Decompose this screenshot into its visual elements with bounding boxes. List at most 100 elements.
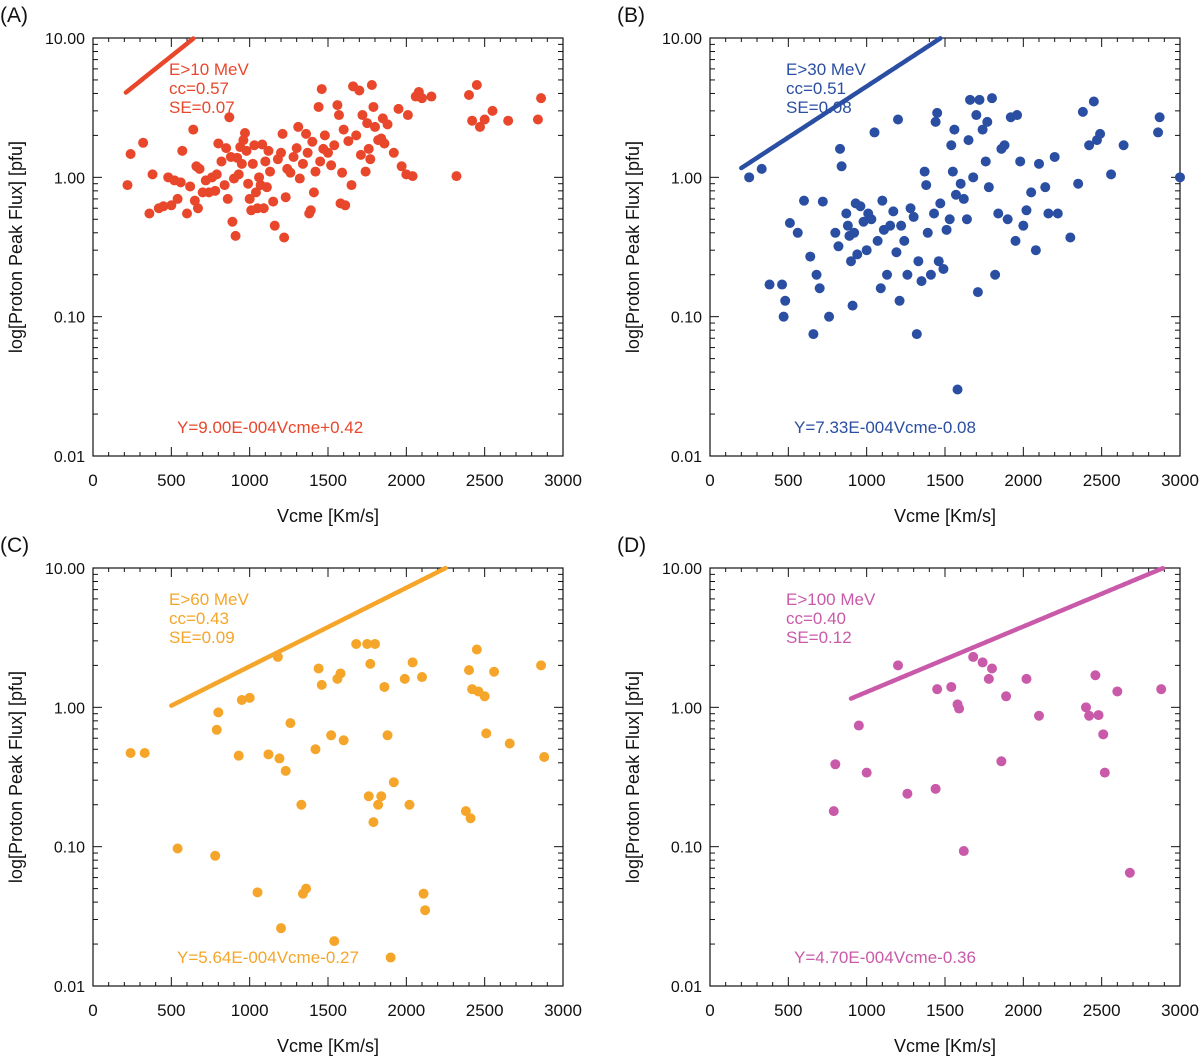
data-point bbox=[919, 166, 930, 177]
data-point bbox=[219, 180, 230, 191]
data-point bbox=[365, 154, 376, 165]
data-point bbox=[363, 143, 374, 154]
data-point bbox=[158, 201, 169, 212]
data-point bbox=[955, 178, 966, 189]
data-point bbox=[808, 329, 819, 340]
data-point bbox=[532, 114, 543, 125]
data-point bbox=[407, 171, 418, 182]
data-point bbox=[233, 750, 244, 761]
data-point bbox=[996, 756, 1007, 767]
data-point bbox=[1124, 867, 1135, 878]
chart-panel-1: (A) 0 500 1000 1500 2000 2500 3000 10.00 1.00 0.10… bbox=[0, 4, 582, 526]
data-point bbox=[332, 100, 343, 111]
data-point bbox=[479, 114, 490, 125]
data-point bbox=[323, 147, 333, 158]
data-point bbox=[279, 232, 290, 243]
data-point bbox=[329, 936, 340, 947]
data-point bbox=[404, 799, 415, 810]
data-point bbox=[182, 208, 192, 219]
data-point bbox=[402, 110, 413, 121]
data-point bbox=[894, 295, 905, 306]
data-point bbox=[847, 300, 858, 311]
annotation-3: SE=0.09 bbox=[169, 628, 235, 647]
data-point bbox=[977, 124, 988, 135]
data-point bbox=[277, 128, 288, 139]
fit-line bbox=[739, 36, 943, 171]
data-point bbox=[947, 166, 958, 177]
data-point bbox=[938, 263, 949, 274]
data-point bbox=[280, 192, 291, 203]
data-point bbox=[310, 744, 321, 755]
data-point bbox=[932, 684, 943, 695]
annotation-2: cc=0.51 bbox=[786, 79, 846, 98]
x-tick-label: 2500 bbox=[466, 471, 504, 490]
data-point bbox=[1034, 710, 1044, 721]
data-point bbox=[239, 128, 250, 139]
data-point bbox=[147, 169, 158, 180]
data-point bbox=[824, 311, 835, 322]
panel-label: (C) bbox=[0, 534, 29, 557]
data-point bbox=[968, 651, 979, 662]
y-tick-label: 0.10 bbox=[671, 310, 702, 327]
annotation-1: E>60 MeV bbox=[169, 590, 250, 609]
fit-equation: Y=5.64E-004Vcme-0.27 bbox=[177, 948, 359, 967]
data-point bbox=[855, 201, 866, 212]
x-tick-label: 2000 bbox=[1004, 471, 1042, 490]
data-point bbox=[965, 94, 976, 105]
data-point bbox=[1043, 208, 1054, 219]
x-tick-label: 500 bbox=[157, 1001, 185, 1020]
data-point bbox=[250, 187, 261, 198]
y-tick-label: 0.01 bbox=[54, 449, 85, 466]
y-tick-label: 1.00 bbox=[671, 170, 702, 187]
data-point bbox=[222, 193, 233, 204]
data-point bbox=[351, 638, 362, 649]
data-point bbox=[382, 119, 393, 130]
data-point bbox=[987, 663, 997, 674]
data-point bbox=[177, 145, 188, 156]
x-tick-label: 1500 bbox=[926, 1001, 964, 1020]
data-point bbox=[263, 749, 274, 760]
fit-line bbox=[848, 565, 1166, 701]
data-point bbox=[999, 140, 1010, 151]
data-point bbox=[274, 753, 285, 764]
data-point bbox=[1098, 729, 1109, 740]
x-tick-label: 0 bbox=[705, 1001, 714, 1020]
y-tick-label: 10.00 bbox=[45, 31, 85, 48]
data-point bbox=[1021, 205, 1032, 216]
data-point bbox=[1012, 110, 1023, 121]
data-point bbox=[382, 730, 393, 741]
data-point bbox=[929, 208, 940, 219]
data-point bbox=[1018, 220, 1029, 231]
data-point bbox=[1010, 235, 1021, 246]
data-point bbox=[882, 269, 893, 280]
x-tick-label: 3000 bbox=[544, 1001, 582, 1020]
data-point bbox=[913, 256, 924, 267]
data-point bbox=[288, 151, 299, 162]
data-point bbox=[893, 660, 903, 671]
data-point bbox=[338, 735, 349, 746]
data-point bbox=[888, 206, 899, 217]
data-point bbox=[269, 220, 280, 231]
data-point bbox=[172, 843, 183, 854]
data-point bbox=[368, 817, 379, 828]
data-point bbox=[379, 681, 390, 692]
data-point bbox=[376, 791, 387, 802]
data-point bbox=[261, 182, 272, 193]
data-point bbox=[817, 196, 828, 207]
data-point bbox=[216, 156, 227, 167]
x-tick-label: 1500 bbox=[309, 471, 347, 490]
data-point bbox=[1065, 232, 1076, 243]
data-point bbox=[385, 952, 396, 963]
data-point bbox=[1049, 151, 1060, 162]
data-point bbox=[335, 668, 346, 679]
data-point bbox=[908, 211, 919, 222]
x-tick-label: 1000 bbox=[848, 471, 886, 490]
data-point bbox=[393, 103, 404, 114]
data-point bbox=[905, 203, 916, 214]
data-point bbox=[265, 166, 276, 177]
data-point bbox=[866, 214, 877, 225]
data-point bbox=[326, 160, 337, 171]
data-point bbox=[872, 235, 883, 246]
data-point bbox=[474, 121, 485, 132]
